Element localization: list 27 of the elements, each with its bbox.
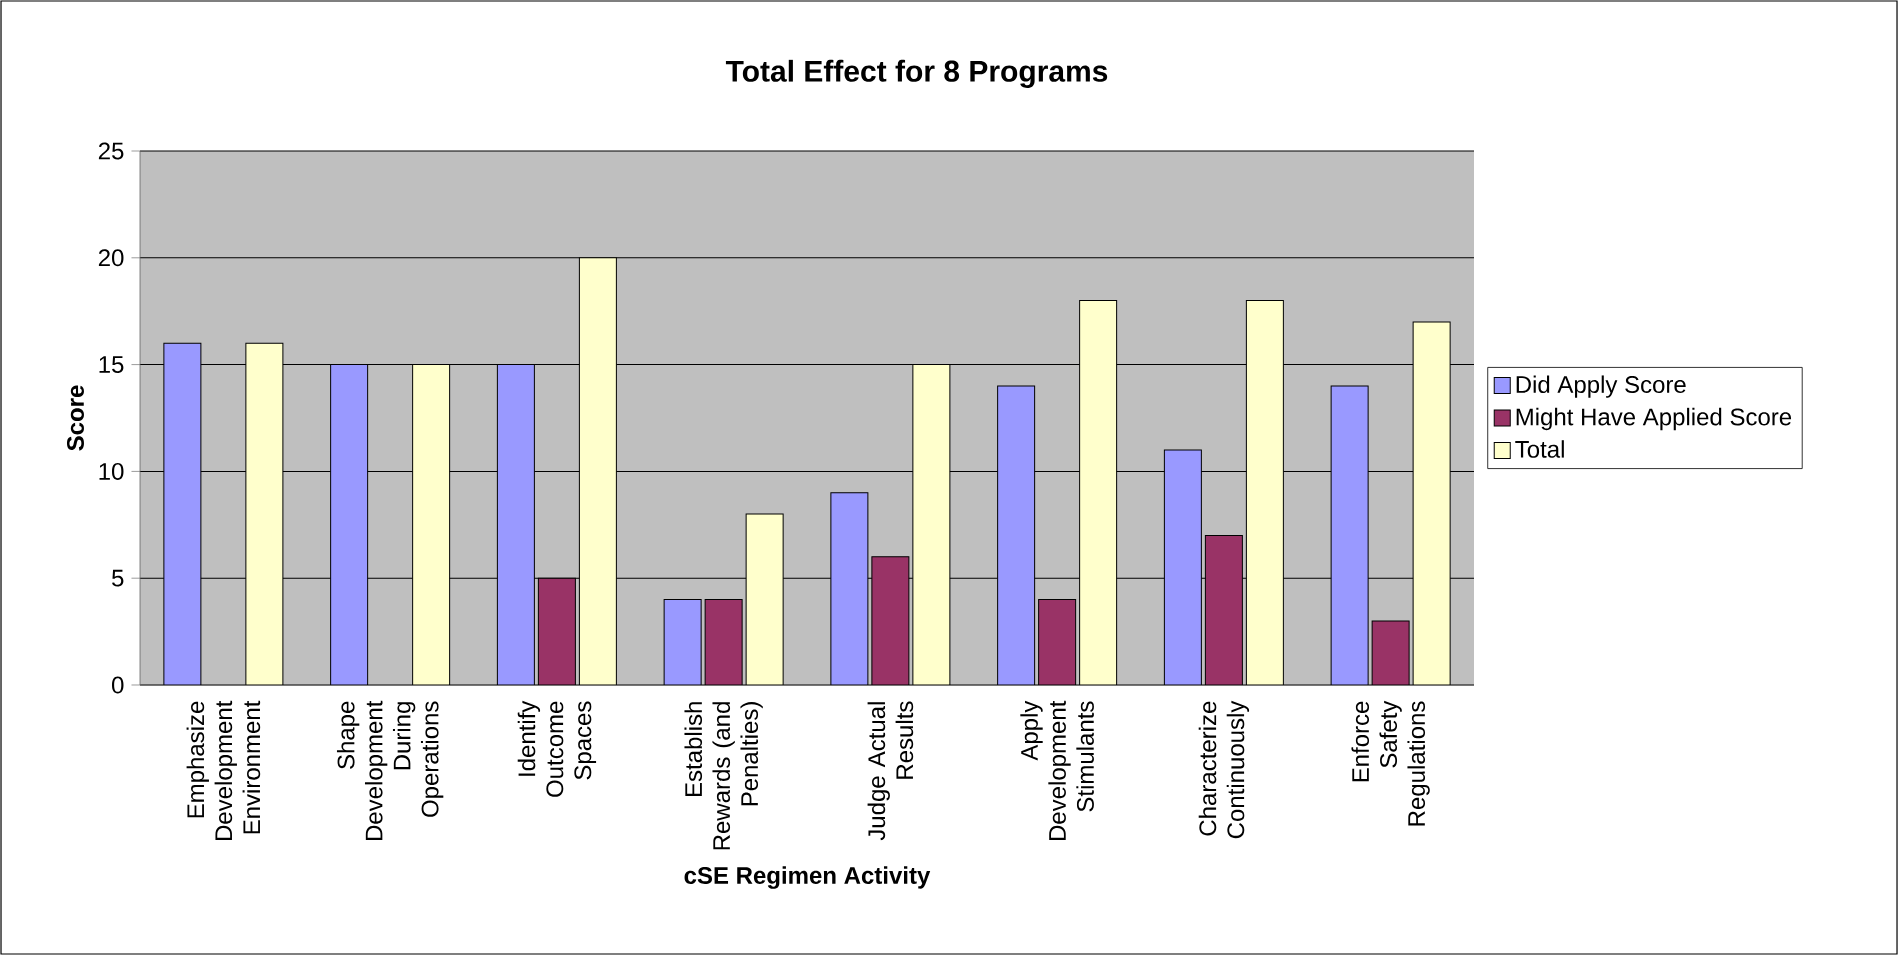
x-tick-label: Shape Development During Operations [336,700,444,841]
bar [1371,620,1410,685]
x-tick-label: Emphasize Development Environment [186,700,261,841]
y-tick-label: 20 [98,249,124,267]
x-tick-label: Characterize Continuously [1198,700,1250,839]
x-axis-title: cSE Regimen Activity [684,866,931,889]
legend-label: Did Apply Score [1516,375,1686,398]
bar [537,577,576,685]
bar [663,599,702,685]
bar [871,556,910,685]
legend-label: Might Have Applied Score [1516,407,1792,431]
x-tick-label: Apply Development Stimulants [1020,700,1094,841]
bar [704,599,743,685]
bar [1038,599,1077,685]
x-tick-label: Establish Rewards (and Penalties) [684,702,763,850]
y-axis-title: Score [67,385,84,451]
y-tick-label: 5 [112,569,124,587]
chart-title: Total Effect for 8 Programs [725,59,1108,88]
x-tick-label: Judge Actual Results [867,701,914,841]
y-tick-label: 15 [99,356,124,373]
x-tick-label: Enforce Safety Regulations [1351,700,1430,826]
bar [1204,534,1243,685]
y-tick-label: 0 [112,676,124,694]
y-tick-label: 10 [99,462,124,480]
legend-label: Total [1515,440,1564,458]
x-tick-label: Identify Outcome Spaces [517,700,597,797]
y-tick-label: 25 [98,142,124,160]
